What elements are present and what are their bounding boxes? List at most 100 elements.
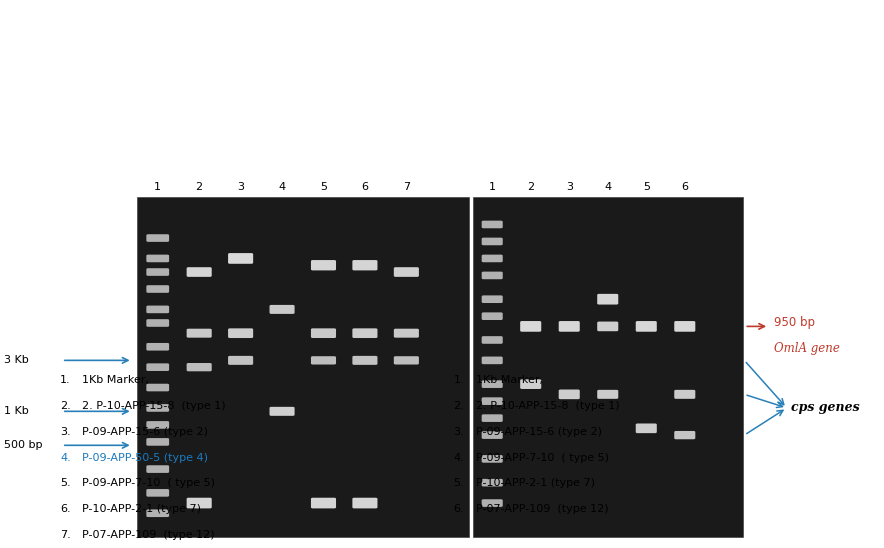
Text: 2: 2 bbox=[527, 182, 534, 192]
FancyBboxPatch shape bbox=[353, 498, 377, 509]
FancyBboxPatch shape bbox=[674, 321, 696, 332]
Text: P-09-APP-7-10  ( type 5): P-09-APP-7-10 ( type 5) bbox=[469, 453, 608, 463]
FancyBboxPatch shape bbox=[147, 438, 169, 446]
Text: 1Kb Marker,: 1Kb Marker, bbox=[469, 375, 543, 385]
FancyBboxPatch shape bbox=[482, 221, 503, 229]
FancyBboxPatch shape bbox=[482, 380, 503, 388]
Text: 6: 6 bbox=[682, 182, 689, 192]
FancyBboxPatch shape bbox=[559, 390, 580, 399]
Text: OmlA gene: OmlA gene bbox=[774, 342, 840, 355]
FancyBboxPatch shape bbox=[270, 305, 294, 314]
FancyBboxPatch shape bbox=[473, 197, 743, 537]
Text: 3: 3 bbox=[566, 182, 573, 192]
Text: P-07-APP-109  (type 12): P-07-APP-109 (type 12) bbox=[75, 530, 215, 540]
FancyBboxPatch shape bbox=[147, 255, 169, 262]
FancyBboxPatch shape bbox=[520, 379, 541, 389]
Text: P-09-APP-7-10  ( type 5): P-09-APP-7-10 ( type 5) bbox=[75, 478, 215, 488]
Text: 5.: 5. bbox=[453, 478, 464, 488]
FancyBboxPatch shape bbox=[311, 498, 336, 509]
Text: 6.: 6. bbox=[453, 504, 464, 514]
Text: 3: 3 bbox=[237, 182, 244, 192]
Text: P-07-APP-109  (type 12): P-07-APP-109 (type 12) bbox=[469, 504, 608, 514]
FancyBboxPatch shape bbox=[147, 363, 169, 371]
FancyBboxPatch shape bbox=[559, 321, 580, 332]
FancyBboxPatch shape bbox=[147, 319, 169, 327]
FancyBboxPatch shape bbox=[636, 424, 657, 433]
FancyBboxPatch shape bbox=[228, 253, 253, 264]
FancyBboxPatch shape bbox=[674, 390, 696, 399]
Text: 2: 2 bbox=[195, 182, 202, 192]
Text: 5: 5 bbox=[643, 182, 650, 192]
Text: 1: 1 bbox=[154, 182, 161, 192]
FancyBboxPatch shape bbox=[598, 322, 618, 331]
FancyBboxPatch shape bbox=[187, 329, 212, 338]
FancyBboxPatch shape bbox=[147, 489, 169, 496]
FancyBboxPatch shape bbox=[598, 294, 618, 305]
FancyBboxPatch shape bbox=[147, 421, 169, 429]
FancyBboxPatch shape bbox=[482, 336, 503, 344]
FancyBboxPatch shape bbox=[482, 272, 503, 279]
FancyBboxPatch shape bbox=[147, 404, 169, 412]
Text: 1.: 1. bbox=[60, 375, 71, 385]
Text: 4.: 4. bbox=[60, 453, 71, 463]
Text: 3 Kb: 3 Kb bbox=[4, 355, 29, 366]
Text: 4: 4 bbox=[604, 182, 612, 192]
Text: 3.: 3. bbox=[453, 427, 464, 437]
Text: 1: 1 bbox=[489, 182, 496, 192]
FancyBboxPatch shape bbox=[520, 321, 541, 332]
Text: 4: 4 bbox=[278, 182, 286, 192]
Text: P-09-APP-15-6 (type 2): P-09-APP-15-6 (type 2) bbox=[469, 427, 601, 437]
Text: 1 Kb: 1 Kb bbox=[4, 406, 29, 416]
Text: 2. P-10-APP-15-8  (type 1): 2. P-10-APP-15-8 (type 1) bbox=[75, 401, 225, 411]
Text: 500 bp: 500 bp bbox=[4, 440, 43, 450]
Text: P-10-APP-2-1 (type 7): P-10-APP-2-1 (type 7) bbox=[75, 504, 202, 514]
FancyBboxPatch shape bbox=[482, 397, 503, 405]
FancyBboxPatch shape bbox=[311, 328, 336, 338]
FancyBboxPatch shape bbox=[147, 343, 169, 351]
FancyBboxPatch shape bbox=[482, 479, 503, 487]
Text: P-09-APP-50-5 (type 4): P-09-APP-50-5 (type 4) bbox=[75, 453, 208, 463]
Text: 4.: 4. bbox=[453, 453, 464, 463]
FancyBboxPatch shape bbox=[187, 498, 212, 509]
Text: 2.: 2. bbox=[453, 401, 464, 411]
Text: 6.: 6. bbox=[60, 504, 71, 514]
FancyBboxPatch shape bbox=[482, 295, 503, 303]
FancyBboxPatch shape bbox=[147, 384, 169, 391]
FancyBboxPatch shape bbox=[147, 234, 169, 242]
Text: P-10-APP-2-1 (type 7): P-10-APP-2-1 (type 7) bbox=[469, 478, 595, 488]
FancyBboxPatch shape bbox=[482, 431, 503, 439]
Text: 2.: 2. bbox=[60, 401, 71, 411]
FancyBboxPatch shape bbox=[482, 499, 503, 507]
FancyBboxPatch shape bbox=[482, 357, 503, 364]
FancyBboxPatch shape bbox=[147, 268, 169, 276]
Text: 7.: 7. bbox=[60, 530, 71, 540]
Text: 6: 6 bbox=[362, 182, 369, 192]
FancyBboxPatch shape bbox=[187, 363, 212, 372]
Text: 7: 7 bbox=[403, 182, 410, 192]
FancyBboxPatch shape bbox=[353, 260, 377, 270]
Text: 5.: 5. bbox=[60, 478, 71, 488]
FancyBboxPatch shape bbox=[353, 328, 377, 338]
Text: 3.: 3. bbox=[60, 427, 71, 437]
FancyBboxPatch shape bbox=[147, 465, 169, 473]
FancyBboxPatch shape bbox=[311, 356, 336, 364]
FancyBboxPatch shape bbox=[482, 455, 503, 463]
FancyBboxPatch shape bbox=[598, 390, 618, 399]
FancyBboxPatch shape bbox=[187, 267, 212, 277]
FancyBboxPatch shape bbox=[147, 306, 169, 313]
Text: 5: 5 bbox=[320, 182, 327, 192]
FancyBboxPatch shape bbox=[674, 431, 696, 439]
FancyBboxPatch shape bbox=[228, 356, 253, 365]
FancyBboxPatch shape bbox=[482, 312, 503, 320]
FancyBboxPatch shape bbox=[147, 285, 169, 293]
Text: 950 bp: 950 bp bbox=[774, 317, 814, 329]
Text: cps genes: cps genes bbox=[791, 402, 860, 414]
Text: P-09-APP-15-6 (type 2): P-09-APP-15-6 (type 2) bbox=[75, 427, 208, 437]
FancyBboxPatch shape bbox=[482, 238, 503, 246]
FancyBboxPatch shape bbox=[394, 356, 419, 364]
FancyBboxPatch shape bbox=[270, 407, 294, 416]
FancyBboxPatch shape bbox=[147, 510, 169, 517]
FancyBboxPatch shape bbox=[137, 197, 469, 537]
FancyBboxPatch shape bbox=[394, 329, 419, 338]
FancyBboxPatch shape bbox=[482, 414, 503, 422]
